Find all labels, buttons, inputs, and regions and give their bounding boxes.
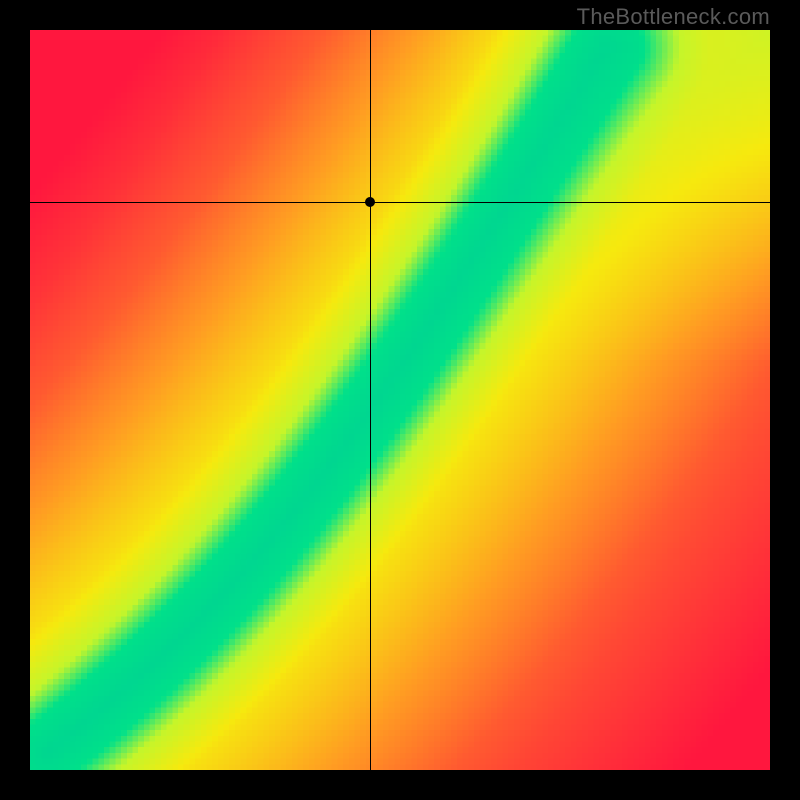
crosshair-marker (365, 197, 375, 207)
crosshair-horizontal (30, 202, 770, 203)
heatmap-canvas (30, 30, 770, 770)
crosshair-vertical (370, 30, 371, 770)
watermark-label: TheBottleneck.com (577, 4, 770, 30)
heatmap-plot (30, 30, 770, 770)
